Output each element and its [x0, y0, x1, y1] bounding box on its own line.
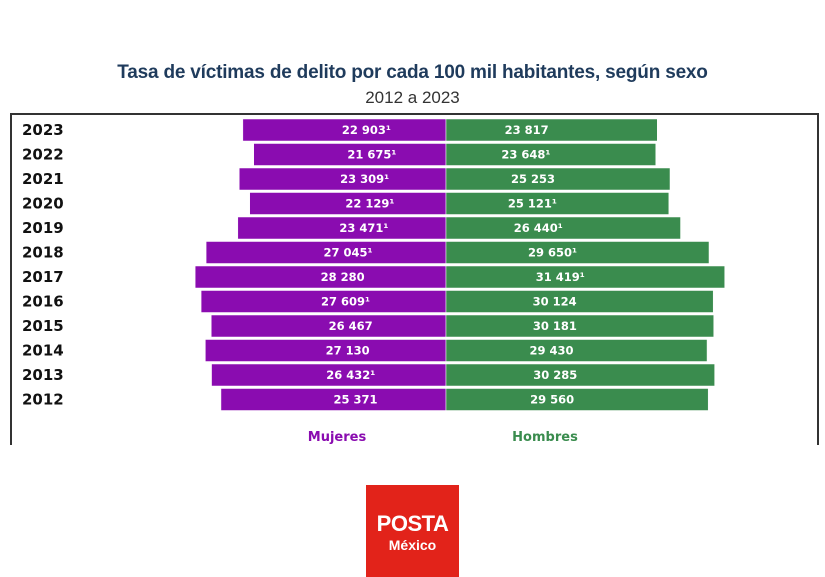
pyramid-chart: 2023 22 903¹ 23 817 2022 21 675¹ 23 648¹ 2021 2… — [22, 118, 725, 445]
value-label: 30 181 — [533, 319, 577, 333]
value-label: 26 432¹ — [326, 368, 375, 382]
year-label: 2017 — [22, 268, 64, 286]
value-label: 23 309¹ — [340, 172, 389, 186]
bar-hombres — [445, 216, 681, 240]
year-label: 2020 — [22, 195, 64, 213]
bar-hombres — [445, 314, 714, 338]
value-label: 30 124 — [533, 295, 577, 309]
bar-hombres — [445, 241, 710, 264]
value-label: 29 650¹ — [528, 246, 577, 260]
value-label: 23 648¹ — [501, 148, 550, 162]
value-label: 28 280 — [321, 270, 365, 284]
value-label: 27 045¹ — [324, 246, 373, 260]
bar-hombres — [445, 388, 709, 411]
chart-frame — [10, 113, 819, 445]
value-label: 29 430 — [530, 344, 574, 358]
bar-hombres — [445, 143, 657, 166]
chart-subtitle: 2012 a 2023 — [365, 88, 460, 107]
value-label: 21 675¹ — [347, 148, 396, 162]
value-label: 26 467 — [329, 319, 373, 333]
bar-hombres — [445, 290, 714, 313]
bar-hombres — [445, 363, 715, 387]
value-label: 25 253 — [511, 172, 555, 186]
year-label: 2023 — [22, 121, 64, 139]
bar-hombres — [445, 339, 708, 362]
year-label: 2022 — [22, 146, 64, 164]
value-label: 31 419¹ — [536, 270, 585, 284]
year-label: 2015 — [22, 317, 64, 335]
year-label: 2018 — [22, 244, 64, 262]
logo-line1: POSTA — [376, 511, 449, 536]
year-label: 2021 — [22, 170, 64, 188]
value-label: 30 285 — [533, 368, 577, 382]
value-label: 27 609¹ — [321, 295, 370, 309]
value-label: 25 371 — [333, 393, 377, 407]
value-label: 25 121¹ — [508, 197, 557, 211]
value-label: 22 129¹ — [345, 197, 394, 211]
value-label: 29 560 — [530, 393, 574, 407]
bar-hombres — [445, 167, 671, 191]
chart-title: Tasa de víctimas de delito por cada 100 … — [117, 62, 708, 83]
year-label: 2014 — [22, 342, 64, 360]
value-label: 23 817 — [505, 123, 549, 137]
bar-hombres — [445, 118, 658, 142]
legend-hombres: Hombres — [512, 430, 578, 445]
bar-hombres — [445, 192, 670, 215]
year-label: 2016 — [22, 293, 64, 311]
posta-mexico-logo: POSTA México — [366, 485, 459, 577]
legend-mujeres: Mujeres — [308, 430, 367, 445]
year-label: 2012 — [22, 391, 64, 409]
value-label: 22 903¹ — [342, 123, 391, 137]
year-label: 2019 — [22, 219, 64, 237]
logo-line2: México — [388, 537, 437, 553]
bar-hombres — [445, 265, 725, 289]
value-label: 26 440¹ — [514, 221, 563, 235]
year-label: 2013 — [22, 366, 64, 384]
value-label: 27 130 — [326, 344, 370, 358]
value-label: 23 471¹ — [339, 221, 388, 235]
